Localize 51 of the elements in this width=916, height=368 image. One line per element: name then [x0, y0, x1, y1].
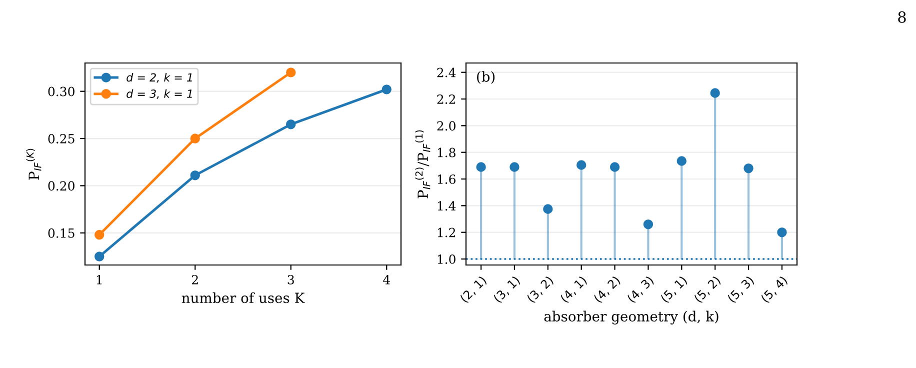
point [510, 162, 520, 172]
x-tick-label: 4 [383, 274, 390, 284]
x-tick-label: (5, 1) [660, 275, 688, 304]
y-tick-label: 2.0 [437, 121, 456, 131]
x-tick-label: (5, 4) [760, 275, 789, 304]
point [190, 134, 200, 144]
point [476, 162, 486, 172]
point [286, 119, 296, 130]
y-tick-label: 1.2 [438, 228, 456, 238]
point [777, 227, 787, 238]
legend-label: d = 2, k = 1 [126, 73, 192, 83]
point [543, 204, 553, 214]
text: 8 [898, 11, 906, 23]
x-tick-label: (2, 1) [459, 275, 488, 304]
y-tick-label: 1.4 [438, 201, 456, 211]
point [744, 163, 754, 174]
y-tick-label: 0.30 [48, 86, 74, 96]
y-axis-title: P$_{IF}$$^{(2)}$/P$_{IF}$$^{(1)}$ [415, 130, 430, 198]
x-tick-label: (4, 2) [593, 275, 622, 304]
x-tick-label: 1 [96, 274, 102, 284]
point [382, 84, 392, 94]
x-axis-title: absorber geometry (d, k) [544, 310, 718, 324]
y-axis-title: P$_{IF}$$^{(K)}$ [26, 148, 42, 180]
y-tick-label: 1.8 [438, 148, 456, 158]
annotation: (b) [477, 71, 495, 84]
x-tick-label: 3 [288, 274, 294, 284]
x-tick-label: 2 [192, 274, 198, 284]
x-tick-label: (3, 1) [492, 275, 522, 304]
x-tick-label: (5, 2) [693, 275, 722, 304]
point [710, 88, 720, 98]
x-tick-label: (3, 2) [526, 275, 555, 304]
point [94, 230, 104, 240]
x-tick-label: (4, 3) [626, 275, 655, 304]
point [190, 170, 200, 180]
legend-label: d = 3, k = 1 [126, 89, 192, 100]
point [94, 252, 104, 262]
point [576, 160, 586, 170]
x-axis-title: number of uses K [182, 292, 305, 304]
point [610, 162, 620, 172]
y-tick-label: 0.20 [48, 181, 74, 191]
point [643, 219, 654, 230]
y-tick-label: 2.4 [437, 68, 456, 78]
x-tick-label: (4, 1) [560, 275, 588, 304]
y-tick-label: 0.15 [48, 228, 74, 238]
y-tick-label: 2.2 [437, 94, 456, 104]
x-tick-label: (5, 3) [726, 275, 756, 304]
point [286, 68, 296, 78]
y-tick-label: 0.25 [48, 134, 74, 144]
y-tick-label: 1.6 [438, 174, 456, 184]
y-tick-label: 1.0 [438, 254, 456, 264]
point [676, 156, 687, 166]
